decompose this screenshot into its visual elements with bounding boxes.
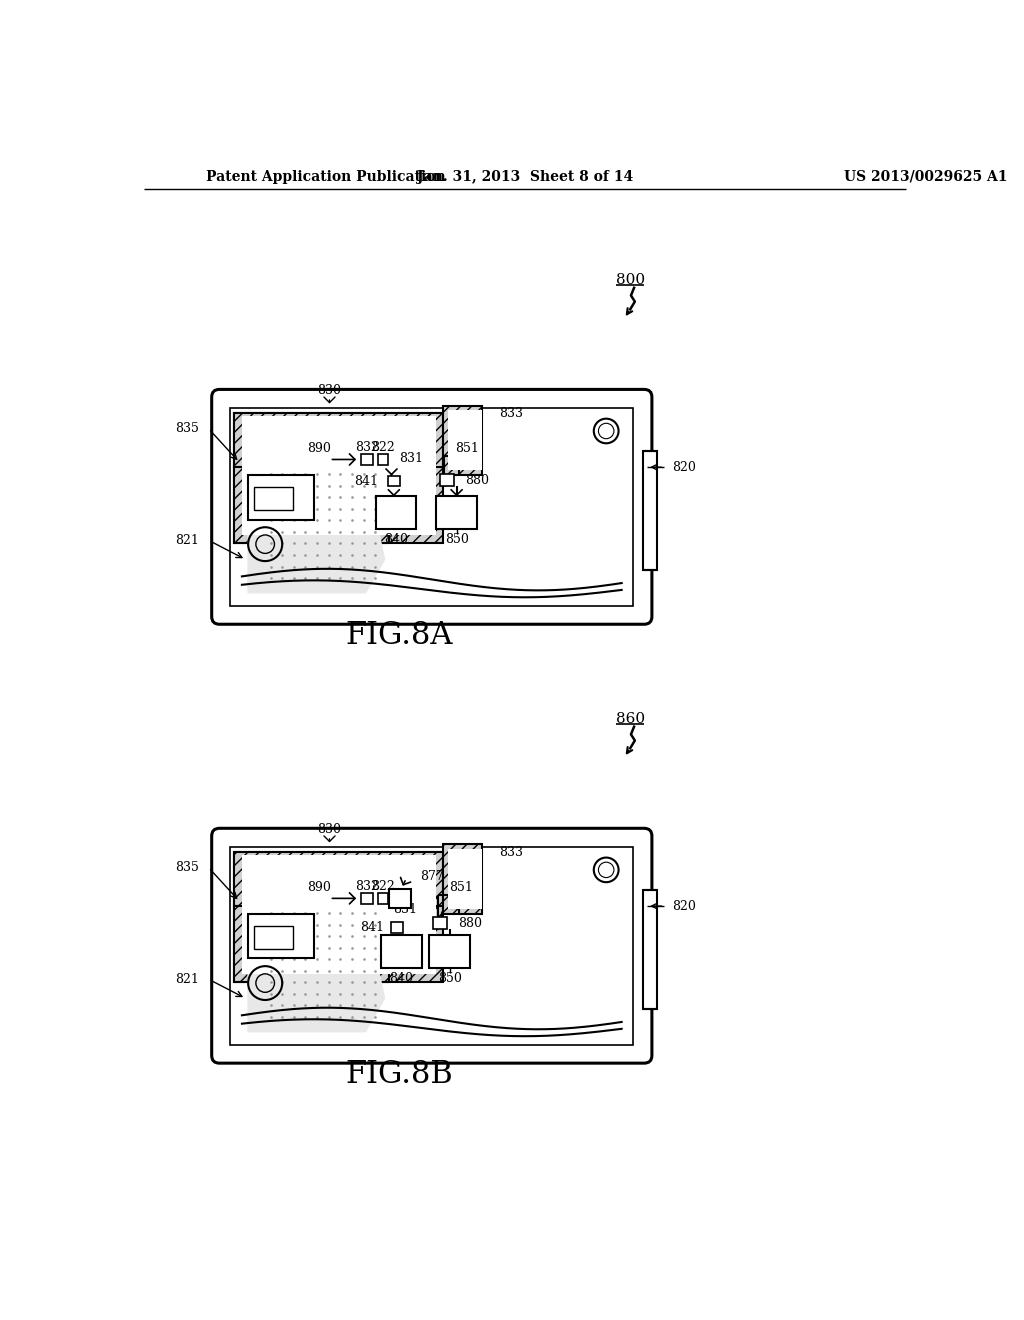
Bar (389, 890, 411, 908)
Bar (254, 487, 293, 511)
Text: 840: 840 (389, 972, 414, 985)
Text: 835: 835 (175, 861, 200, 874)
Text: 890: 890 (307, 880, 332, 894)
Bar (242, 855, 435, 899)
Bar (643, 890, 656, 1010)
Text: 800: 800 (615, 273, 645, 286)
Text: 820: 820 (672, 461, 696, 474)
Bar (234, 413, 443, 467)
Text: 822: 822 (371, 441, 395, 454)
Text: FIG.8A: FIG.8A (345, 620, 453, 651)
Text: 833: 833 (500, 407, 523, 420)
Bar (234, 467, 389, 543)
Text: FIG.8B: FIG.8B (345, 1059, 454, 1090)
Bar (254, 927, 293, 949)
Text: 851: 851 (449, 880, 473, 894)
Bar (248, 475, 314, 520)
Text: US 2013/0029625 A1: US 2013/0029625 A1 (844, 170, 1008, 183)
Text: 890: 890 (307, 442, 332, 455)
Bar (242, 470, 386, 535)
Text: 835: 835 (175, 422, 200, 436)
Text: 840: 840 (384, 533, 409, 546)
Bar (429, 936, 470, 968)
Bar (378, 894, 388, 904)
Bar (242, 421, 435, 535)
Text: 850: 850 (437, 972, 462, 985)
Bar (242, 909, 386, 974)
Bar (378, 454, 388, 465)
Bar (436, 496, 477, 529)
Bar (360, 454, 373, 465)
Text: 880: 880 (458, 916, 482, 929)
Text: 830: 830 (317, 824, 341, 837)
FancyBboxPatch shape (212, 389, 652, 624)
Bar (360, 894, 373, 904)
Text: 833: 833 (500, 846, 523, 859)
Bar (242, 859, 435, 974)
Text: Jan. 31, 2013  Sheet 8 of 14: Jan. 31, 2013 Sheet 8 of 14 (417, 170, 633, 183)
Bar (391, 923, 403, 933)
Text: 841: 841 (354, 474, 378, 487)
Bar (230, 847, 633, 1044)
Text: 820: 820 (672, 899, 696, 912)
Text: 830: 830 (317, 384, 341, 397)
Bar (234, 853, 443, 982)
Polygon shape (248, 471, 385, 594)
Bar (234, 853, 443, 906)
Bar (230, 408, 633, 606)
Bar (449, 411, 482, 470)
Text: 877: 877 (420, 870, 444, 883)
Bar (376, 496, 417, 529)
Text: 851: 851 (455, 442, 479, 455)
Bar (381, 936, 422, 968)
Text: 821: 821 (175, 973, 200, 986)
Bar (234, 906, 389, 982)
Bar (242, 416, 435, 459)
Polygon shape (248, 909, 385, 1032)
Text: 822: 822 (371, 879, 395, 892)
Text: 880: 880 (465, 474, 489, 487)
Bar (443, 845, 482, 913)
FancyBboxPatch shape (212, 829, 652, 1063)
Text: 860: 860 (615, 711, 645, 726)
Bar (388, 475, 400, 487)
Text: 821: 821 (175, 533, 200, 546)
Bar (443, 405, 482, 475)
Bar (433, 917, 447, 929)
Text: 841: 841 (360, 921, 385, 935)
Text: 831: 831 (393, 903, 417, 916)
Bar (248, 913, 314, 958)
Bar (234, 413, 443, 543)
Bar (440, 474, 455, 487)
Text: 850: 850 (444, 533, 469, 546)
Text: 831: 831 (399, 453, 423, 465)
Text: Patent Application Publication: Patent Application Publication (206, 170, 445, 183)
Text: 832: 832 (354, 879, 379, 892)
Bar (449, 849, 482, 909)
Text: 832: 832 (354, 441, 379, 454)
Bar (643, 451, 656, 570)
